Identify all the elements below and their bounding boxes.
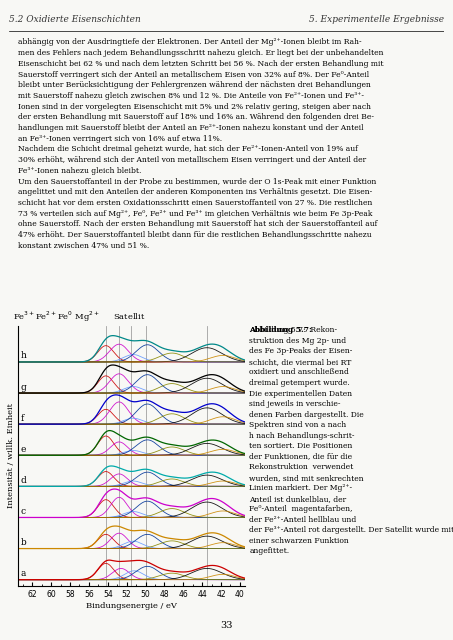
Text: a: a bbox=[21, 569, 26, 578]
Text: Abbildung 5.7:  Rekon-
struktion des Mg 2p- und
des Fe 3p-Peaks der Eisen-
schic: Abbildung 5.7: Rekon- struktion des Mg 2… bbox=[249, 326, 453, 556]
Text: Fe$^{3+}$Fe$^{2+}$Fe$^{0}$ Mg$^{2+}$     Satellit: Fe$^{3+}$Fe$^{2+}$Fe$^{0}$ Mg$^{2+}$ Sat… bbox=[13, 310, 145, 324]
Text: Abbildung 5.7:: Abbildung 5.7: bbox=[249, 326, 312, 334]
Text: abhängig von der Ausdringtiefe der Elektronen. Der Anteil der Mg²⁺-Ionen bleibt : abhängig von der Ausdringtiefe der Elekt… bbox=[18, 38, 384, 250]
Text: f: f bbox=[21, 413, 24, 422]
Y-axis label: Intensität / willk. Einheit: Intensität / willk. Einheit bbox=[7, 403, 15, 509]
Text: h: h bbox=[21, 351, 27, 360]
Text: c: c bbox=[21, 507, 26, 516]
Text: b: b bbox=[21, 538, 27, 547]
Text: d: d bbox=[21, 476, 27, 485]
Text: e: e bbox=[21, 445, 26, 454]
Text: g: g bbox=[21, 383, 27, 392]
Text: 5. Experimentelle Ergebnisse: 5. Experimentelle Ergebnisse bbox=[309, 15, 444, 24]
X-axis label: Bindungsenergie / eV: Bindungsenergie / eV bbox=[86, 602, 177, 610]
Text: 5.2 Oxidierte Eisenschichten: 5.2 Oxidierte Eisenschichten bbox=[9, 15, 141, 24]
Text: 33: 33 bbox=[220, 621, 233, 630]
